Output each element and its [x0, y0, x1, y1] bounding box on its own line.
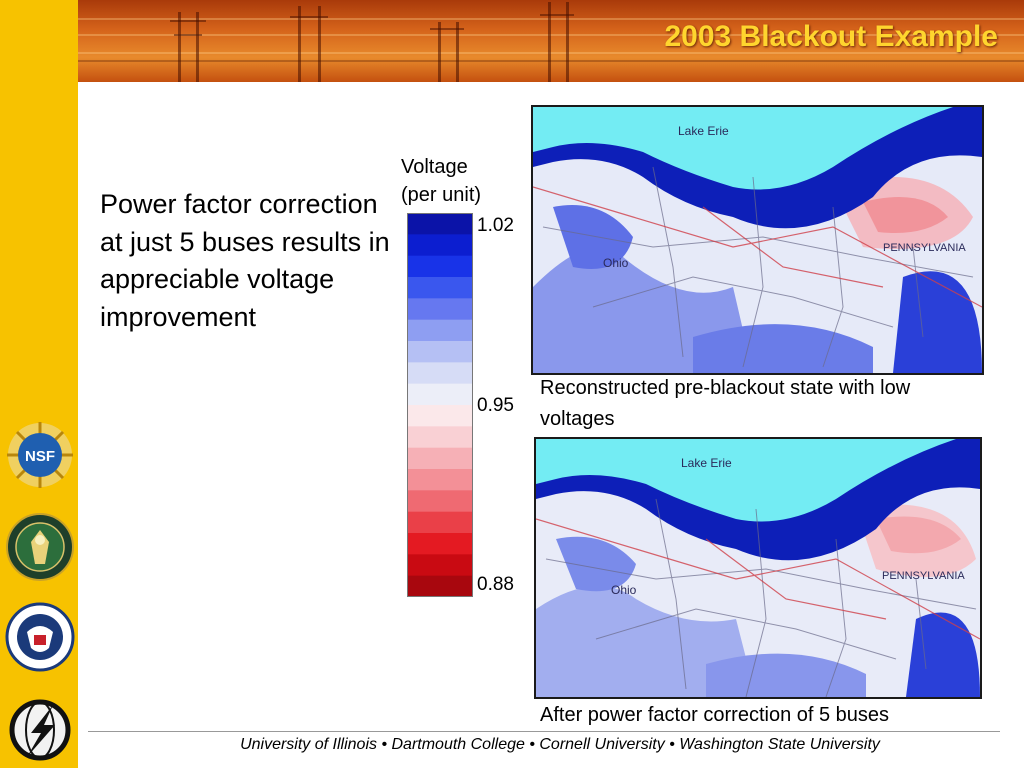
- legend-swatch: [407, 575, 473, 597]
- map-caption-before: Reconstructed pre-blackout state with lo…: [540, 377, 911, 430]
- legend-swatch: [407, 490, 473, 513]
- legend-swatch: [407, 234, 473, 257]
- legend-swatch: [407, 426, 473, 449]
- legend-swatch: [407, 319, 473, 342]
- voltage-map-after: Lake Erie Ohio PENNSYLVANIA: [534, 437, 982, 699]
- header-banner: 2003 Blackout Example: [78, 0, 1024, 82]
- homeland-security-seal-icon: [5, 602, 75, 672]
- sidebar-band: NSF: [0, 0, 78, 768]
- legend-swatch: [407, 554, 473, 577]
- legend-title-line2: (per unit): [401, 184, 482, 206]
- legend-tick-low: 0.88: [477, 574, 514, 595]
- bullet-text: Power factor correction at just 5 buses …: [100, 189, 390, 332]
- lightning-globe-icon: [9, 699, 71, 761]
- legend-swatch: [407, 255, 473, 278]
- svg-text:PENNSYLVANIA: PENNSYLVANIA: [883, 242, 966, 254]
- svg-text:PENNSYLVANIA: PENNSYLVANIA: [882, 570, 965, 582]
- department-of-energy-seal-icon: [6, 513, 74, 581]
- legend-title-line1: Voltage: [401, 156, 468, 178]
- svg-text:Lake Erie: Lake Erie: [678, 124, 729, 138]
- svg-text:Lake Erie: Lake Erie: [681, 456, 732, 470]
- legend-swatch: [407, 277, 473, 299]
- footer-divider: [88, 731, 1000, 732]
- svg-text:Ohio: Ohio: [611, 583, 637, 597]
- legend-swatch: [407, 511, 473, 534]
- legend-swatch: [407, 298, 473, 321]
- footer-institutions: University of Illinois • Dartmouth Colle…: [240, 736, 880, 753]
- legend-swatch: [407, 362, 473, 385]
- legend-swatch: [407, 405, 473, 427]
- legend-tick-high: 1.02: [477, 215, 514, 236]
- nsf-logo: NSF: [7, 422, 73, 488]
- legend-swatch: [407, 213, 473, 235]
- legend-swatch: [407, 533, 473, 555]
- legend-swatch: [407, 469, 473, 491]
- svg-text:Ohio: Ohio: [603, 256, 629, 270]
- voltage-map-before: Lake Erie Ohio PENNSYLVANIA: [531, 105, 984, 375]
- slide-title: 2003 Blackout Example: [664, 20, 998, 53]
- svg-text:NSF: NSF: [25, 448, 55, 465]
- legend-tick-mid: 0.95: [477, 395, 514, 416]
- legend-swatch: [407, 341, 473, 363]
- map-caption-after: After power factor correction of 5 buses: [540, 704, 890, 726]
- voltage-color-scale: [407, 213, 473, 597]
- legend-swatch: [407, 447, 473, 470]
- legend-title: Voltage (per unit): [401, 153, 481, 209]
- legend-border: [407, 213, 473, 597]
- legend-swatch: [407, 383, 473, 406]
